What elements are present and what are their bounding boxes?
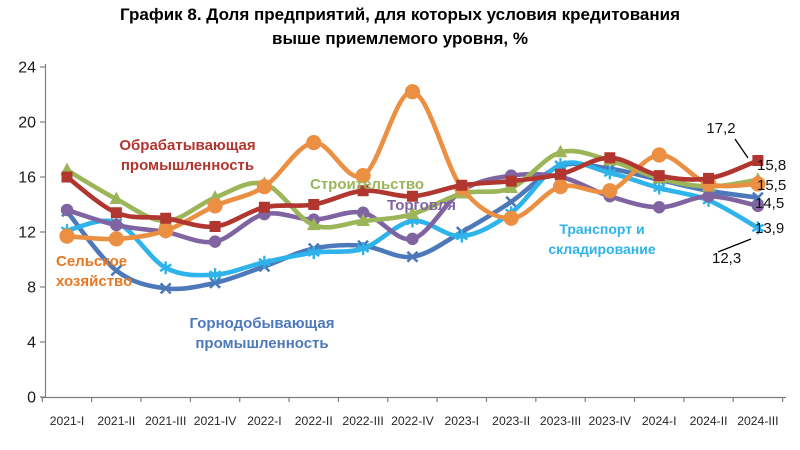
data-point-marker xyxy=(258,257,271,267)
x-tick-label: 2023-III xyxy=(540,414,581,428)
data-point-marker xyxy=(603,168,617,178)
data-point-marker xyxy=(209,221,221,232)
data-point-marker xyxy=(160,212,172,224)
data-point-marker xyxy=(61,171,73,183)
data-point-marker xyxy=(59,228,75,244)
value-label-manufacturing: 17,2 xyxy=(706,120,736,137)
series-label-mining: Горнодобывающая промышленность xyxy=(189,315,335,352)
data-point-marker xyxy=(308,199,320,210)
x-tick-label: 2022-II xyxy=(295,414,333,428)
data-point-marker xyxy=(404,84,421,100)
x-tick-label: 2022-IV xyxy=(391,414,435,428)
data-point-marker xyxy=(306,135,322,151)
data-point-marker xyxy=(602,183,618,199)
data-point-marker xyxy=(455,231,469,241)
data-point-marker xyxy=(110,218,123,232)
data-point-marker xyxy=(258,201,270,213)
data-point-marker xyxy=(110,207,122,219)
data-point-marker xyxy=(702,190,715,203)
data-point-marker xyxy=(208,270,222,279)
x-tick-label: 2021-II xyxy=(97,414,135,428)
x-tick-label: 2021-III xyxy=(145,414,186,428)
data-point-marker xyxy=(356,213,370,226)
x-tick-label: 2024-I xyxy=(642,414,677,428)
data-point-marker xyxy=(306,217,321,231)
data-point-marker xyxy=(406,250,419,263)
data-point-marker xyxy=(653,201,666,214)
x-tick-label: 2023-II xyxy=(492,414,530,428)
x-tick-label: 2021-I xyxy=(50,414,85,428)
data-point-marker xyxy=(703,172,715,184)
series-label-agriculture: Сельское хозяйство xyxy=(56,253,133,290)
value-label-mining: 14,5 xyxy=(755,195,785,212)
data-point-marker xyxy=(752,155,764,166)
series-label-manufacturing: Обрабатывающая промышленность xyxy=(119,137,256,174)
y-tick-label: 0 xyxy=(27,390,36,407)
data-point-marker xyxy=(207,198,223,214)
data-point-marker xyxy=(555,168,566,180)
chart-title: График 8. Доля предприятий, для которых … xyxy=(0,3,800,51)
value-label-trade: 13,9 xyxy=(755,220,785,237)
data-point-marker xyxy=(406,190,418,202)
data-point-marker xyxy=(504,180,518,193)
x-tick-label: 2023-I xyxy=(445,414,480,428)
x-tick-label: 2024-III xyxy=(737,414,778,428)
series-label-transport: Транспорт и складирование xyxy=(548,221,656,257)
y-tick-label: 12 xyxy=(18,225,36,242)
data-point-marker xyxy=(651,147,667,163)
data-point-marker xyxy=(159,282,172,295)
data-point-marker xyxy=(158,223,174,239)
y-tick-label: 4 xyxy=(27,335,36,352)
chart-title-line1: График 8. Доля предприятий, для которых … xyxy=(119,5,681,24)
y-tick-label: 16 xyxy=(18,170,36,187)
x-tick-label: 2024-II xyxy=(690,414,728,428)
data-point-marker xyxy=(751,223,765,233)
x-tick-label: 2023-IV xyxy=(589,414,633,428)
y-tick-label: 20 xyxy=(18,115,36,132)
x-tick-label: 2022-III xyxy=(342,414,383,428)
data-point-marker xyxy=(357,185,369,197)
data-point-marker xyxy=(553,144,568,158)
data-point-marker xyxy=(554,160,567,169)
data-point-marker xyxy=(307,248,320,257)
series-label-trade: Торговля xyxy=(387,197,457,214)
data-point-marker xyxy=(552,179,569,195)
series-label-construction: Строительство xyxy=(310,176,425,193)
data-point-marker xyxy=(652,183,666,193)
chart-title-line2: выше приемлемого уровня, % xyxy=(272,29,528,48)
x-tick-label: 2022-I xyxy=(247,414,282,428)
data-point-marker xyxy=(209,276,221,289)
data-point-marker xyxy=(355,168,371,184)
leader-line-manufacturing xyxy=(734,138,749,159)
data-point-marker xyxy=(456,179,468,191)
data-point-marker xyxy=(505,195,518,208)
data-point-marker xyxy=(108,231,124,247)
data-point-marker xyxy=(505,175,517,187)
data-point-marker xyxy=(503,210,519,226)
y-tick-label: 24 xyxy=(18,60,36,77)
data-point-marker xyxy=(109,191,124,204)
data-point-marker xyxy=(208,235,222,248)
data-point-marker xyxy=(256,179,272,195)
data-point-marker xyxy=(405,206,420,220)
value-label-construction: 15,8 xyxy=(757,157,787,174)
data-point-marker xyxy=(406,232,419,246)
value-label-agriculture: 15,5 xyxy=(757,177,787,194)
data-point-marker xyxy=(604,152,616,164)
data-point-marker xyxy=(356,244,370,253)
data-point-marker xyxy=(750,176,766,192)
leader-line-transport xyxy=(717,238,752,253)
data-point-marker xyxy=(159,263,172,273)
data-point-marker xyxy=(110,264,123,277)
y-tick-label: 8 xyxy=(27,280,36,297)
data-point-marker xyxy=(60,203,74,217)
data-point-marker xyxy=(751,199,765,213)
x-tick-label: 2021-IV xyxy=(194,414,238,428)
value-label-transport: 12,3 xyxy=(712,250,742,267)
data-point-marker xyxy=(356,206,370,219)
data-point-marker xyxy=(653,170,665,182)
